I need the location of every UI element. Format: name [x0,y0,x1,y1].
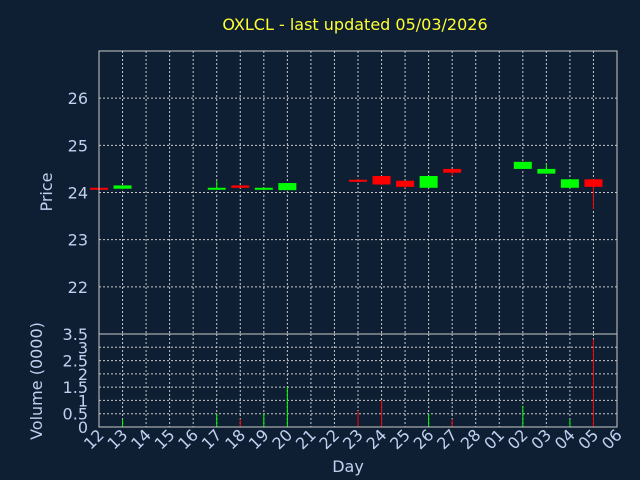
candle-body [584,179,603,187]
x-tick-label: 06 [598,425,626,453]
x-axis-label: Day [332,457,364,476]
price-tick-label: 22 [68,278,88,297]
candle-body [560,179,579,188]
price-tick-label: 23 [68,231,88,250]
price-tick-label: 26 [68,89,88,108]
volume-panel-frame [98,333,618,428]
candle-body [396,180,415,187]
volume-tick-label: 1 [78,391,88,410]
candle-body [349,179,367,182]
price-axis-label: Price [37,172,56,211]
volume-tick-label: 3.5 [63,325,88,344]
candle-body [278,183,297,191]
candle-body [443,168,462,173]
candle-body [113,185,132,189]
candle-body [254,187,273,190]
candle-body [513,161,532,169]
volume-tick-label: 1.5 [63,378,88,397]
volume-tick-label: 2.5 [63,352,88,371]
candle-body [372,175,391,185]
candle-body [537,168,556,174]
volume-tick-label: 0 [78,418,88,437]
price-tick-label: 25 [68,136,88,155]
volume-tick-label: 0.5 [63,405,88,424]
volume-tick-label: 2 [78,365,88,384]
candle-body [419,175,438,188]
chart-title: OXLCL - last updated 05/03/2026 [222,15,487,34]
price-tick-label: 24 [68,184,88,203]
candle-body [207,187,226,190]
candle-body [231,185,250,188]
volume-tick-label: 3 [78,338,88,357]
volume-axis-label: Volume (0000) [27,322,46,440]
